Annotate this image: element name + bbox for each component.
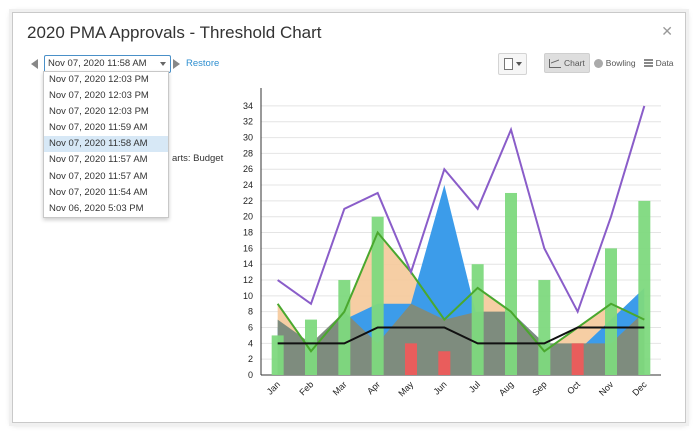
- chart-icon: [549, 58, 561, 68]
- bar-oct: [571, 343, 584, 375]
- data-list-icon: [643, 59, 653, 67]
- x-tick-label: Jul: [467, 379, 482, 394]
- y-tick-label: 2: [248, 354, 253, 364]
- y-tick-label: 6: [248, 323, 253, 333]
- threshold-chart-dialog: 2020 PMA Approvals - Threshold Chart ✕ N…: [12, 12, 686, 423]
- version-option[interactable]: Nov 07, 2020 12:03 PM: [49, 106, 149, 118]
- restore-link[interactable]: Restore: [186, 58, 220, 69]
- chevron-down-icon: [160, 62, 166, 66]
- x-tick-label: Aug: [497, 379, 515, 397]
- x-tick-label: Sep: [530, 379, 548, 397]
- document-icon: [504, 58, 513, 70]
- version-dropdown: Nov 07, 2020 12:03 PM Nov 07, 2020 12:03…: [43, 71, 169, 218]
- bar-nov: [605, 248, 617, 375]
- y-tick-label: 26: [243, 164, 253, 174]
- blue-area: [277, 185, 645, 375]
- bar-feb: [305, 319, 317, 375]
- close-icon[interactable]: ✕: [661, 23, 673, 39]
- version-option-selected[interactable]: Nov 07, 2020 11:58 AM: [44, 136, 168, 153]
- tab-data[interactable]: Data: [640, 53, 678, 73]
- tab-label: Data: [655, 58, 674, 68]
- bar-aug: [505, 192, 517, 375]
- bar-jun: [438, 351, 451, 375]
- x-tick-label: Jun: [431, 379, 448, 396]
- y-tick-label: 28: [243, 148, 253, 158]
- y-tick-label: 4: [248, 338, 253, 348]
- tab-chart[interactable]: Chart: [544, 53, 590, 73]
- x-tick-label: Mar: [331, 379, 349, 397]
- bar-jan: [271, 335, 284, 375]
- bowling-icon: [593, 58, 603, 68]
- y-tick-label: 8: [248, 307, 253, 317]
- previous-version-icon[interactable]: [31, 59, 38, 69]
- bar-mar: [338, 280, 351, 375]
- bar-may: [405, 343, 417, 375]
- version-select[interactable]: Nov 07, 2020 11:58 AM: [44, 55, 171, 73]
- y-tick-label: 0: [248, 370, 253, 380]
- version-option[interactable]: Nov 07, 2020 12:03 PM: [49, 90, 149, 102]
- x-tick-label: Feb: [297, 379, 315, 397]
- x-tick-label: Dec: [630, 379, 649, 398]
- version-option[interactable]: Nov 07, 2020 11:57 AM: [49, 170, 148, 182]
- y-tick-label: 18: [243, 228, 253, 238]
- threshold-line: [277, 326, 645, 345]
- y-tick-label: 22: [243, 196, 253, 206]
- version-option[interactable]: Nov 07, 2020 11:59 AM: [49, 122, 148, 134]
- y-tick-label: 34: [243, 101, 253, 111]
- purple-line: [277, 105, 646, 315]
- y-tick-label: 32: [243, 117, 253, 127]
- chart-options-text: arts: Budget: [172, 153, 224, 164]
- bar-apr: [371, 216, 384, 375]
- version-option[interactable]: Nov 06, 2020 5:03 PM: [49, 202, 144, 214]
- x-tick-label: Jan: [265, 379, 282, 396]
- y-tick-label: 12: [243, 275, 253, 285]
- version-select-value: Nov 07, 2020 11:58 AM: [48, 58, 147, 69]
- x-tick-label: Oct: [565, 379, 582, 396]
- gray-area: [277, 303, 645, 375]
- tab-bowling[interactable]: Bowling: [590, 53, 640, 73]
- next-version-icon[interactable]: [173, 59, 180, 69]
- tab-label: Bowling: [605, 58, 636, 68]
- chevron-down-icon: [516, 62, 522, 66]
- bar-jul: [471, 264, 484, 375]
- x-tick-label: May: [396, 379, 415, 398]
- y-tick-label: 30: [243, 133, 253, 143]
- version-option[interactable]: Nov 07, 2020 11:57 AM: [49, 154, 148, 166]
- version-option[interactable]: Nov 07, 2020 12:03 PM: [49, 74, 149, 85]
- y-tick-label: 16: [243, 243, 253, 253]
- green-line: [276, 230, 645, 353]
- x-tick-label: Nov: [597, 379, 616, 398]
- bar-dec: [638, 200, 651, 375]
- tab-label: Chart: [564, 58, 585, 68]
- y-tick-label: 24: [243, 180, 253, 190]
- x-tick-label: Apr: [365, 379, 382, 396]
- bar-sep: [538, 280, 551, 375]
- export-menu-button[interactable]: [498, 53, 527, 75]
- y-tick-label: 14: [243, 259, 253, 269]
- y-tick-label: 20: [243, 212, 253, 222]
- view-tabs: Chart Bowling Data: [544, 53, 678, 73]
- version-option[interactable]: Nov 07, 2020 11:54 AM: [49, 186, 148, 198]
- dialog-title: 2020 PMA Approvals - Threshold Chart: [27, 23, 322, 42]
- y-tick-label: 10: [243, 291, 253, 301]
